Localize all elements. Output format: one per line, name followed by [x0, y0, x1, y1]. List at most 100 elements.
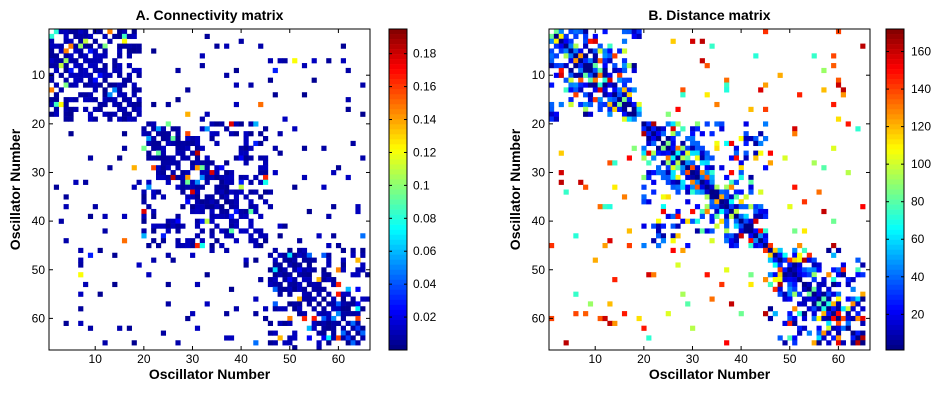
heatmap-cell — [665, 311, 671, 317]
heatmap-cell — [811, 311, 817, 317]
heatmap-cell — [578, 63, 584, 69]
heatmap-cell — [641, 223, 647, 229]
heatmap-cell — [316, 340, 322, 346]
heatmap-cell — [87, 213, 94, 219]
heatmap-cell — [665, 160, 671, 166]
heatmap-cell — [126, 33, 132, 40]
heatmap-cell — [199, 160, 205, 166]
heatmap-cell — [748, 106, 754, 112]
heatmap-cell — [738, 223, 744, 229]
heatmap-cell — [68, 72, 74, 78]
heatmap-cell — [151, 194, 157, 200]
colorbar-tick-label: 0.08 — [413, 211, 437, 225]
heatmap-cell — [326, 315, 332, 322]
heatmap-cell — [831, 281, 837, 288]
heatmap-cell — [553, 29, 560, 35]
colorbar-segment — [886, 244, 904, 250]
colorbar-tick-label: 0.04 — [413, 277, 437, 291]
heatmap-cell — [102, 53, 108, 59]
x-tick-label: 10 — [89, 352, 103, 366]
heatmap-cell — [272, 92, 278, 98]
heatmap-cell — [146, 136, 152, 142]
heatmap-cell — [558, 29, 564, 35]
heatmap-cell — [331, 296, 337, 302]
heatmap-cell — [607, 58, 613, 64]
heatmap-cell — [287, 301, 293, 307]
colorbar-segment — [389, 174, 407, 180]
heatmap-cell — [709, 296, 715, 302]
heatmap-cell — [224, 233, 230, 239]
heatmap-cell — [238, 121, 244, 127]
heatmap-cell — [748, 174, 754, 181]
heatmap-cell — [165, 179, 171, 185]
colorbar-segment — [886, 179, 904, 185]
colorbar-segment — [886, 74, 904, 80]
heatmap-cell — [121, 97, 128, 103]
axes-frame — [548, 28, 871, 351]
heatmap-cell — [656, 165, 662, 171]
heatmap-cell — [777, 291, 783, 297]
heatmap-cell — [287, 335, 293, 341]
heatmap-cell — [578, 82, 584, 88]
heatmap-cell — [694, 218, 701, 224]
heatmap-cell — [753, 233, 759, 239]
heatmap-cell — [758, 140, 764, 147]
heatmap-cell — [670, 223, 676, 229]
heatmap-cell — [345, 335, 351, 341]
heatmap-cell — [602, 29, 608, 35]
heatmap-cell — [724, 213, 730, 219]
y-tick-label: 50 — [532, 263, 546, 277]
heatmap-cell — [233, 189, 239, 195]
heatmap-cell — [214, 121, 220, 127]
heatmap-cell — [763, 277, 769, 283]
heatmap-cell — [136, 262, 142, 268]
colorbar-segment — [389, 309, 407, 316]
heatmap-cell — [602, 58, 608, 64]
heatmap-cell — [117, 87, 123, 93]
heatmap-cell — [724, 340, 730, 346]
heatmap-cell — [165, 155, 171, 161]
heatmap-cell — [660, 174, 667, 181]
heatmap-cell — [651, 238, 657, 244]
colorbar-segment — [886, 149, 904, 155]
heatmap-cell — [835, 247, 842, 254]
heatmap-cell — [670, 38, 676, 44]
heatmap-cell — [175, 131, 181, 137]
colorbar-segment — [389, 144, 407, 150]
heatmap-cell — [301, 145, 308, 151]
heatmap-cell — [758, 243, 764, 249]
heatmap-cell — [83, 97, 89, 103]
heatmap-cell — [311, 306, 317, 312]
heatmap-cell — [855, 311, 861, 317]
heatmap-cell — [141, 126, 147, 132]
heatmap-cell — [87, 77, 94, 83]
heatmap-cell — [573, 291, 579, 297]
heatmap-cell — [714, 208, 720, 215]
heatmap-cell — [141, 194, 147, 200]
heatmap-cell — [670, 247, 676, 254]
heatmap-cell — [549, 243, 555, 249]
heatmap-cell — [360, 335, 366, 341]
heatmap-cell — [102, 228, 108, 234]
heatmap-cell — [335, 243, 342, 249]
heatmap-cell — [685, 170, 691, 176]
heatmap-cell — [63, 111, 69, 117]
heatmap-cell — [607, 238, 613, 244]
heatmap-cell — [587, 38, 594, 44]
heatmap-cell — [355, 301, 361, 307]
colorbar-segment — [389, 204, 407, 210]
heatmap-cell — [292, 286, 298, 292]
heatmap-cell — [97, 58, 103, 64]
heatmap-cell — [806, 267, 812, 273]
heatmap-cell — [301, 315, 308, 322]
heatmap-cell — [282, 320, 288, 326]
heatmap-cell — [845, 281, 851, 288]
heatmap-cell — [651, 136, 657, 142]
heatmap-cell — [670, 126, 676, 132]
heatmap-cell — [563, 189, 569, 195]
heatmap-cell — [92, 97, 98, 103]
heatmap-cell — [724, 233, 730, 239]
heatmap-cell — [670, 213, 676, 219]
heatmap-cell — [797, 257, 803, 263]
heatmap-cell — [719, 208, 725, 215]
